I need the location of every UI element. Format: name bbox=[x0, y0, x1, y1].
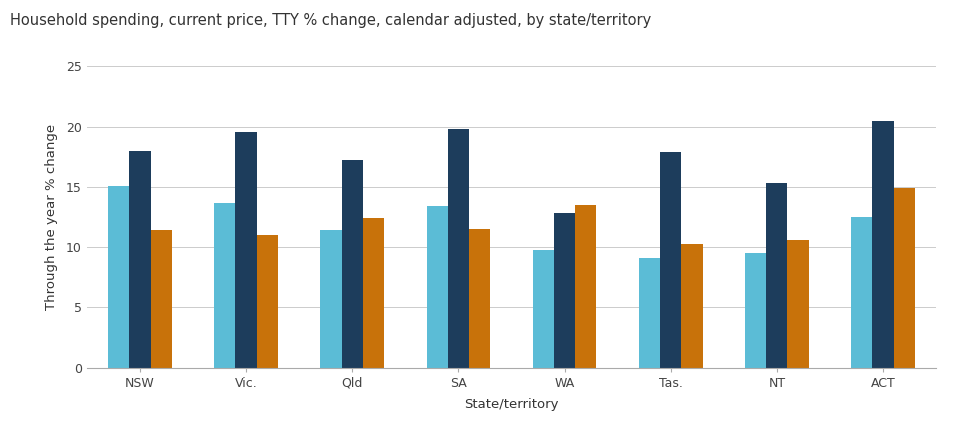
Bar bbox=[214, 202, 235, 368]
Bar bbox=[342, 160, 363, 368]
Bar bbox=[151, 230, 172, 368]
Bar bbox=[554, 214, 575, 368]
Bar bbox=[745, 253, 766, 368]
Bar bbox=[257, 235, 278, 368]
Bar bbox=[575, 205, 596, 368]
Bar bbox=[787, 240, 809, 368]
Bar bbox=[129, 151, 151, 368]
Bar bbox=[894, 188, 915, 368]
Bar bbox=[681, 244, 703, 368]
Bar bbox=[363, 218, 384, 368]
Y-axis label: Through the year % change: Through the year % change bbox=[44, 124, 58, 310]
Bar bbox=[766, 183, 787, 368]
Bar bbox=[851, 217, 872, 368]
Bar bbox=[235, 132, 257, 368]
Bar bbox=[872, 120, 894, 368]
Bar bbox=[469, 229, 490, 368]
Bar bbox=[533, 249, 554, 368]
Bar bbox=[320, 230, 342, 368]
X-axis label: State/territory: State/territory bbox=[464, 398, 559, 411]
Bar bbox=[639, 258, 660, 368]
Text: Household spending, current price, TTY % change, calendar adjusted, by state/ter: Household spending, current price, TTY %… bbox=[10, 13, 651, 28]
Bar bbox=[660, 152, 681, 368]
Bar bbox=[448, 129, 469, 368]
Bar bbox=[427, 206, 448, 368]
Bar bbox=[108, 186, 129, 368]
